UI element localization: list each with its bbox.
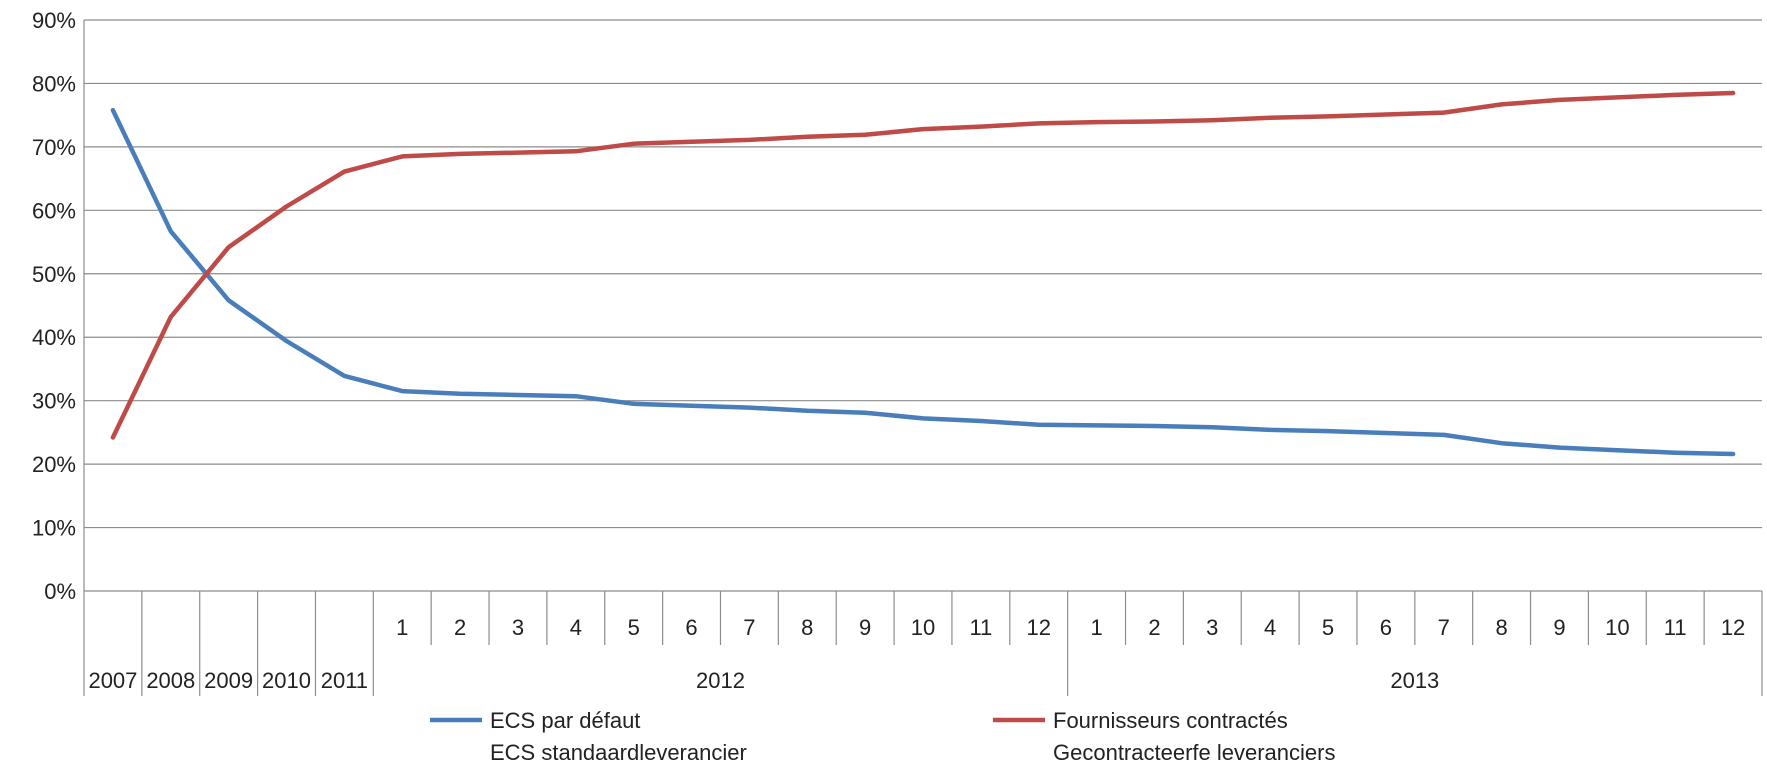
series-line-2 bbox=[110, 90, 1736, 440]
legend: ECS par défaut ECS standaardleverancier Fo… bbox=[430, 708, 1335, 764]
x-tick-label: 7 bbox=[743, 615, 755, 640]
x-tick-label: 9 bbox=[1553, 615, 1565, 640]
y-tick-label: 50% bbox=[32, 262, 76, 287]
x-tick-label: 8 bbox=[1495, 615, 1507, 640]
x-tick-label: 7 bbox=[1438, 615, 1450, 640]
x-tick-label: 2010 bbox=[262, 668, 311, 693]
x-tick-label: 5 bbox=[1322, 615, 1334, 640]
y-tick-label: 60% bbox=[32, 198, 76, 223]
x-tick-label: 2009 bbox=[204, 668, 253, 693]
x-tick-label: 4 bbox=[1264, 615, 1276, 640]
x-tick-label: 1 bbox=[396, 615, 408, 640]
x-tick-label: 8 bbox=[801, 615, 813, 640]
legend-label-2-line2: Gecontracteerfe leveranciers bbox=[1053, 740, 1335, 764]
x-tick-label: 2011 bbox=[321, 668, 368, 693]
y-axis-tick-labels: 0% 10% 20% 30% 40% 50% 60% 70% 80% 90% bbox=[32, 8, 76, 604]
x-tick-label: 2 bbox=[454, 615, 466, 640]
x-tick-label: 1 bbox=[1090, 615, 1102, 640]
series-lines bbox=[110, 90, 1736, 457]
x-tick-label: 12 bbox=[1026, 615, 1050, 640]
x-tick-label: 6 bbox=[1380, 615, 1392, 640]
gridlines bbox=[84, 19, 1762, 592]
x-tick-label: 10 bbox=[1605, 615, 1629, 640]
y-tick-label: 70% bbox=[32, 135, 76, 160]
x-tick-label: 6 bbox=[685, 615, 697, 640]
y-tick-label: 10% bbox=[32, 516, 76, 541]
y-tick-label: 20% bbox=[32, 452, 76, 477]
x-tick-label: 4 bbox=[570, 615, 582, 640]
y-tick-label: 80% bbox=[32, 71, 76, 96]
y-tick-label: 0% bbox=[44, 579, 76, 604]
x-tick-label: 11 bbox=[969, 615, 992, 640]
x-tick-label: 3 bbox=[512, 615, 524, 640]
y-tick-label: 30% bbox=[32, 389, 76, 414]
legend-label-1-line2: ECS standaardleverancier bbox=[490, 740, 747, 764]
legend-label-1: ECS par défaut bbox=[490, 708, 640, 733]
x-tick-label: 2008 bbox=[146, 668, 195, 693]
x-tick-label: 3 bbox=[1206, 615, 1218, 640]
y-tick-label: 90% bbox=[32, 8, 76, 33]
x-tick-label: 2 bbox=[1148, 615, 1160, 640]
x-tick-label: 5 bbox=[628, 615, 640, 640]
legend-label-2: Fournisseurs contractés bbox=[1053, 708, 1288, 733]
x-year-group-label: 2012 bbox=[696, 668, 745, 693]
series-line-1 bbox=[110, 107, 1736, 457]
x-tick-label: 12 bbox=[1721, 615, 1745, 640]
x-tick-label: 10 bbox=[911, 615, 935, 640]
x-tick-label: 2007 bbox=[88, 668, 137, 693]
x-year-group-label: 2013 bbox=[1390, 668, 1439, 693]
x-tick-label: 9 bbox=[859, 615, 871, 640]
x-tick-label: 11 bbox=[1664, 615, 1687, 640]
y-tick-label: 40% bbox=[32, 325, 76, 350]
